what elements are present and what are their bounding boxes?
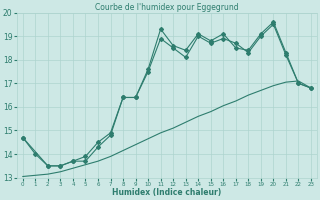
X-axis label: Humidex (Indice chaleur): Humidex (Indice chaleur) xyxy=(112,188,221,197)
Title: Courbe de l'humidex pour Eggegrund: Courbe de l'humidex pour Eggegrund xyxy=(95,3,239,12)
